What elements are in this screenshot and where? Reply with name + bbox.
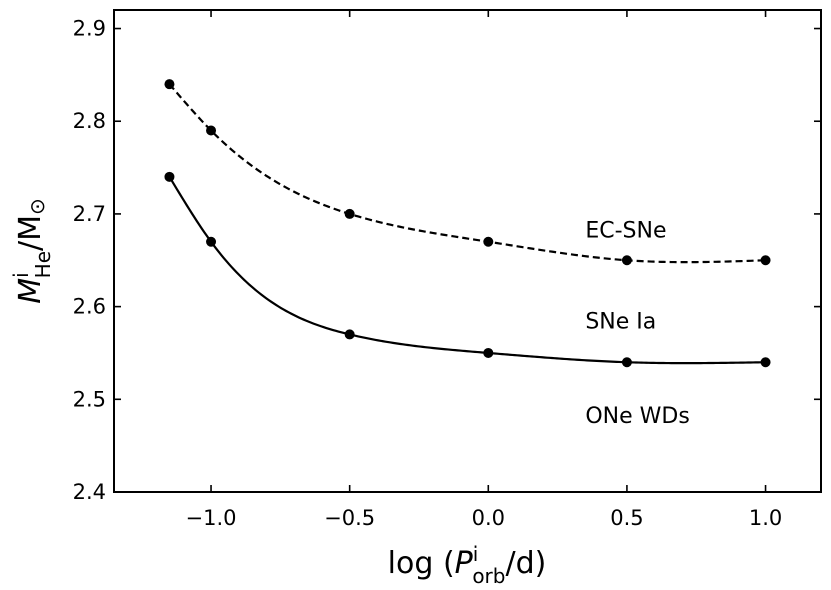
y-tick-label: 2.4 (73, 480, 106, 504)
series-curves (168, 83, 766, 365)
x-tick-label: −1.0 (186, 506, 237, 530)
series-1-line (168, 176, 766, 365)
data-points (164, 79, 771, 368)
tick-labels: −1.0 −0.5 0.0 0.5 1.0 2.4 2.5 2.6 2.7 2.8 2.9 (73, 17, 783, 530)
series-0-point (164, 79, 175, 90)
annotation-label: EC-SNe (585, 219, 666, 244)
annotation-label: ONe WDs (585, 404, 689, 429)
y-tick-label: 2.7 (73, 202, 106, 226)
y-axis-title: MiHe/M⊙ (9, 198, 55, 304)
x-tick-label: −0.5 (324, 506, 375, 530)
plot-frame (113, 9, 822, 493)
series-1-point (206, 236, 217, 247)
x-axis-title: log (Pi orb/d) (388, 542, 547, 588)
series-0-point (206, 125, 217, 136)
series-1-point (760, 357, 771, 368)
x-tick-label: 0.0 (472, 506, 505, 530)
annotation-label: SNe Ia (585, 310, 656, 335)
series-0-point (621, 255, 632, 266)
annotations: EC-SNe SNe Ia ONe WDs (585, 219, 689, 429)
y-tick-label: 2.6 (73, 295, 106, 319)
series-1-point (621, 357, 632, 368)
y-tick-label: 2.9 (73, 17, 106, 41)
x-tick-label: 1.0 (749, 506, 782, 530)
series-0-point (483, 236, 494, 247)
y-tick-label: 2.8 (73, 109, 106, 133)
series-0-point (760, 255, 771, 266)
series-1-point (483, 347, 494, 358)
series-0-point (344, 208, 355, 219)
y-tick-label: 2.5 (73, 387, 106, 411)
series-1-point (164, 171, 175, 182)
x-tick-label: 0.5 (610, 506, 643, 530)
axis-ticks (114, 10, 821, 493)
series-1-point (344, 329, 355, 340)
series-0-line (168, 83, 766, 264)
